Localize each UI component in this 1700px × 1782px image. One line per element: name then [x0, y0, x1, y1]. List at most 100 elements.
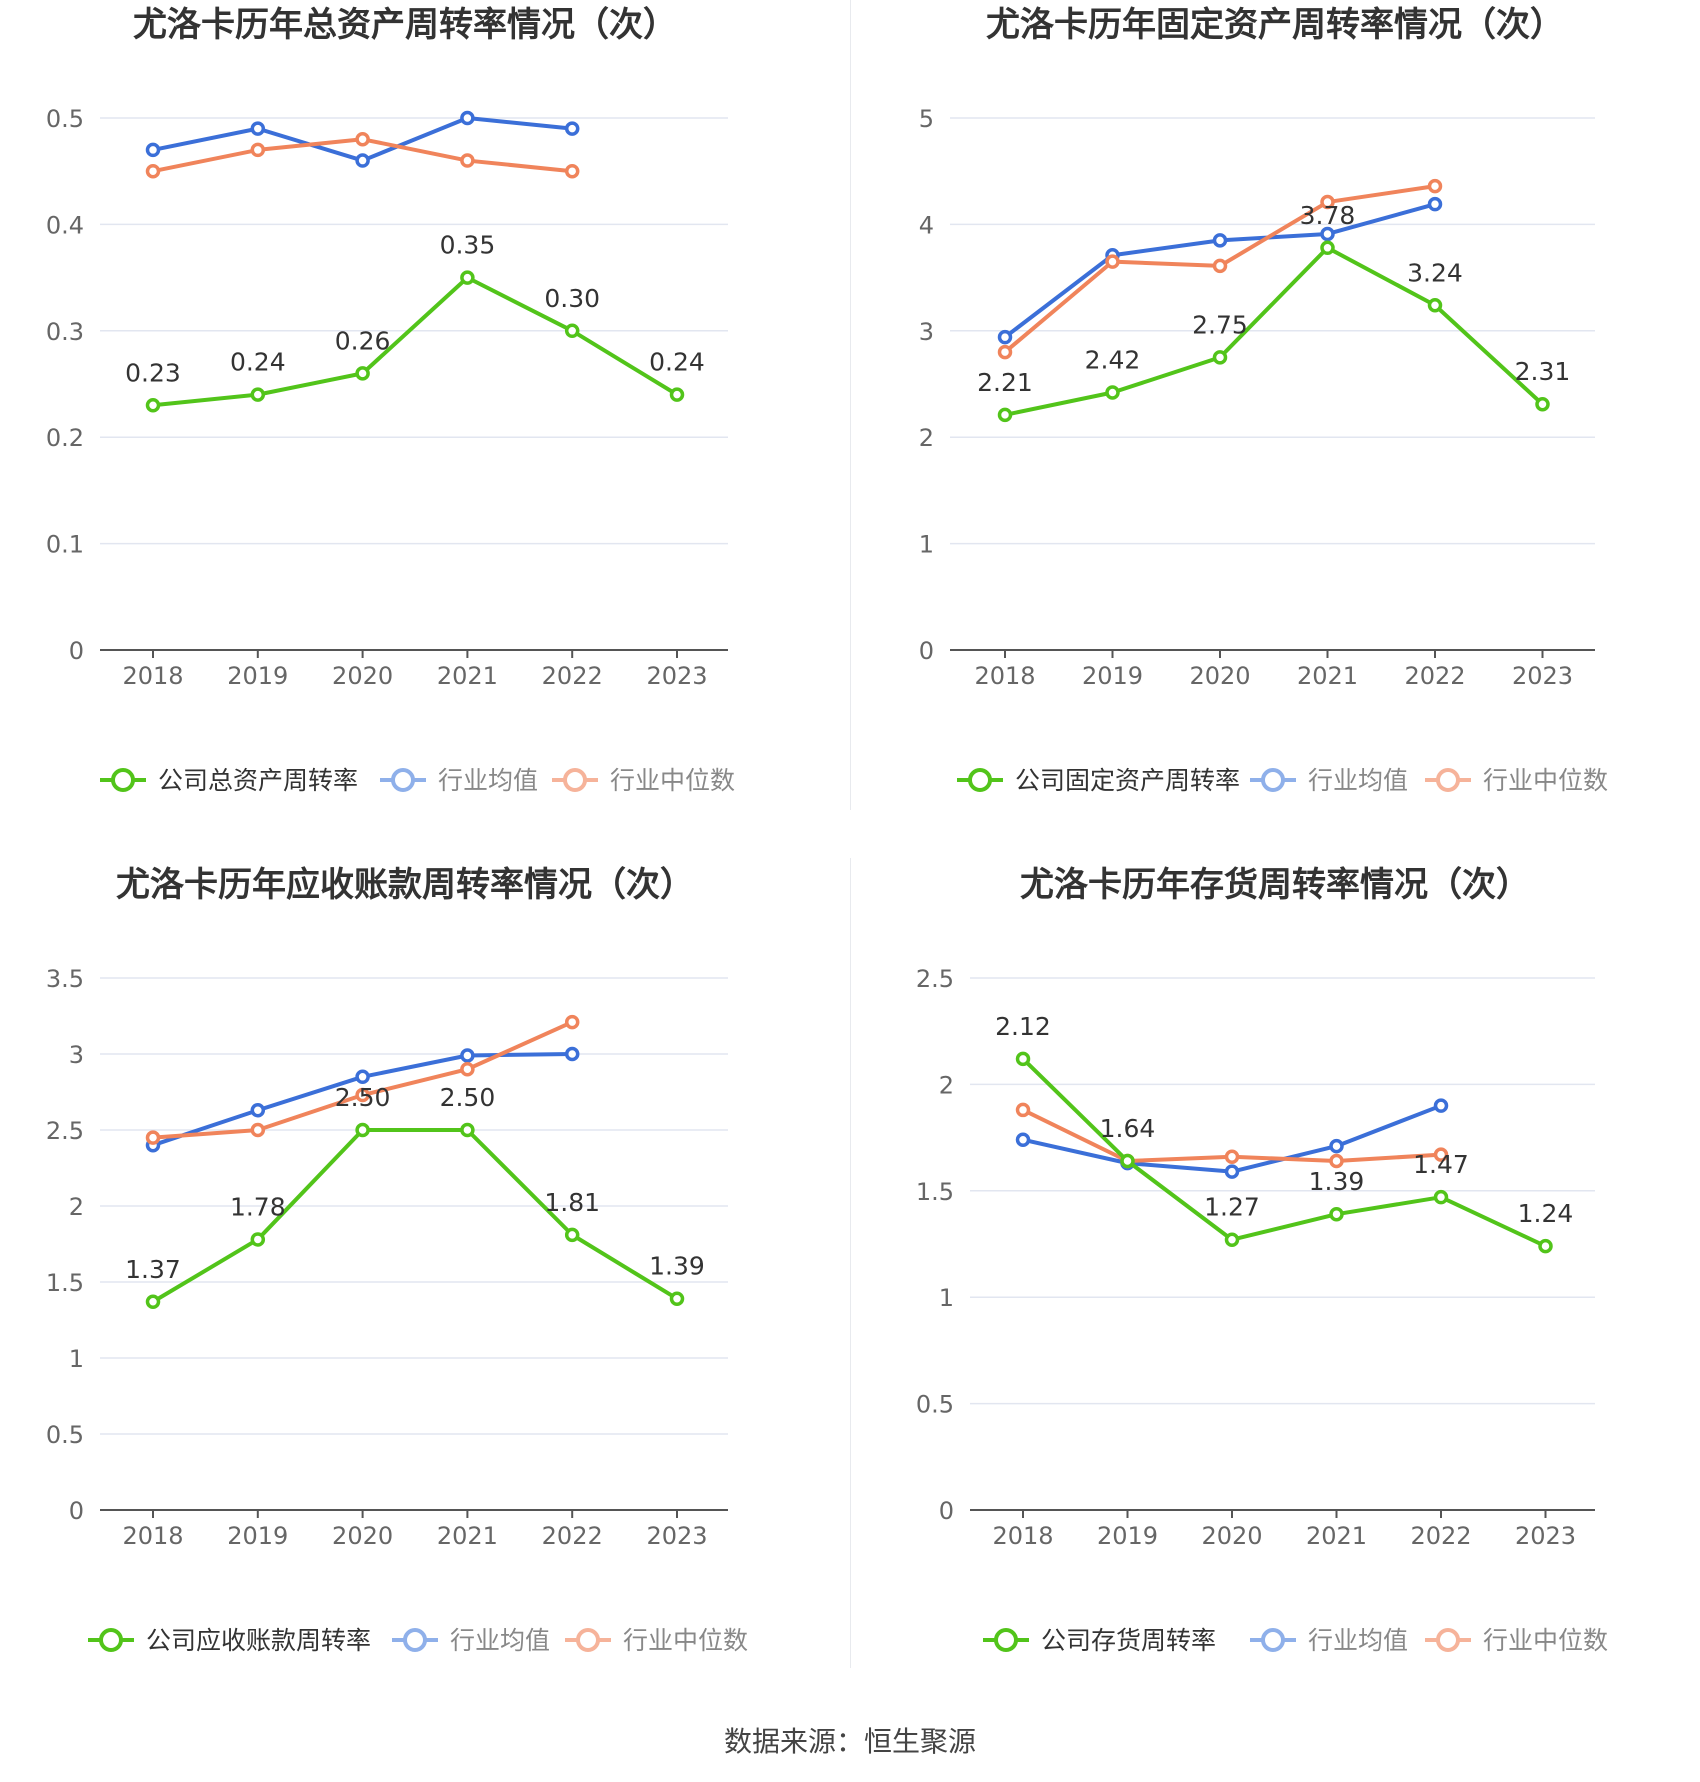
data-label: 2.31 — [1515, 357, 1571, 386]
data-point — [1212, 350, 1228, 365]
data-point — [355, 1087, 370, 1103]
x-tick-label: 2023 — [1512, 662, 1573, 690]
legend-label: 行业均值 — [1308, 766, 1408, 795]
chart-fixed-asset-turnover: 尤洛卡历年固定资产周转率情况（次） 0 1 2 3 4 5 2018 2019 2020 2021 2… — [919, 5, 1608, 795]
data-point — [1212, 258, 1228, 274]
y-tick-label: 1 — [69, 1345, 84, 1373]
x-tick-label: 2021 — [1297, 662, 1358, 690]
data-point — [1105, 385, 1120, 400]
data-point — [1329, 1206, 1344, 1222]
data-point — [564, 163, 580, 179]
data-label: 1.27 — [1204, 1193, 1260, 1222]
data-point — [1427, 298, 1443, 313]
legend-label: 公司总资产周转率 — [158, 766, 358, 795]
chart-title: 尤洛卡历年应收账款周转率情况（次） — [116, 865, 694, 905]
data-label: 1.78 — [230, 1192, 286, 1221]
data-point — [1212, 233, 1228, 248]
data-point — [1105, 254, 1120, 269]
data-label: 2.50 — [440, 1083, 496, 1112]
series-line-0 — [1021, 1057, 1547, 1248]
data-point — [145, 1294, 161, 1310]
data-point — [1015, 1102, 1031, 1118]
series-line-0 — [152, 275, 679, 408]
data-point — [145, 163, 161, 179]
x-tick-label: 2018 — [122, 1522, 183, 1550]
data-label: 2.75 — [1192, 310, 1248, 339]
legend-swatch-marker — [1436, 1628, 1460, 1652]
data-point — [564, 1014, 580, 1030]
data-label: 0.35 — [440, 231, 496, 260]
data-point — [1224, 1232, 1240, 1247]
x-tick-label: 2020 — [1189, 662, 1250, 690]
data-label: 3.24 — [1407, 258, 1463, 287]
y-tick-label: 3.5 — [46, 965, 84, 993]
y-tick-label: 0 — [919, 637, 934, 665]
y-tick-label: 2.5 — [46, 1117, 84, 1145]
x-tick-label: 2021 — [437, 662, 498, 690]
data-point — [1320, 194, 1335, 210]
legend-label: 行业中位数 — [610, 766, 735, 795]
data-point — [355, 153, 370, 168]
y-tick-label: 0 — [939, 1497, 954, 1525]
chart-title: 尤洛卡历年总资产周转率情况（次） — [133, 5, 677, 45]
data-point — [1433, 1098, 1449, 1113]
data-point — [997, 407, 1013, 423]
data-point — [250, 1122, 266, 1138]
y-tick-label: 3 — [919, 318, 934, 346]
vertical-divider-top — [850, 0, 851, 810]
legend-swatch-marker — [1436, 768, 1460, 792]
data-point — [355, 1122, 370, 1138]
y-tick-label: 2 — [69, 1193, 84, 1221]
x-tick-label: 2022 — [542, 1522, 603, 1550]
y-tick-label: 0.4 — [46, 211, 84, 239]
data-point — [355, 366, 370, 381]
x-tick-label: 2019 — [227, 662, 288, 690]
chart-total-asset-turnover: 尤洛卡历年总资产周转率情况（次） 0 0.1 0.2 0.3 0.4 0.5 2018 2019… — [46, 5, 735, 795]
chart-title: 尤洛卡历年固定资产周转率情况（次） — [986, 5, 1564, 45]
data-point — [1224, 1164, 1240, 1179]
y-tick-label: 1 — [919, 531, 934, 559]
legend-label: 行业均值 — [450, 1626, 550, 1655]
data-point — [460, 270, 475, 285]
data-point — [145, 142, 161, 158]
data-point — [1535, 396, 1550, 412]
data-point — [250, 1232, 266, 1247]
data-point — [460, 110, 475, 126]
y-tick-label: 0 — [69, 1497, 84, 1525]
x-tick-label: 2019 — [1097, 1522, 1158, 1550]
x-tick-label: 2020 — [1201, 1522, 1262, 1550]
data-label: 3.78 — [1300, 201, 1356, 230]
data-label: 2.21 — [977, 368, 1033, 397]
x-tick-label: 2019 — [1082, 662, 1143, 690]
data-label: 0.23 — [125, 358, 181, 387]
data-point — [1427, 196, 1443, 212]
data-point — [460, 1122, 475, 1138]
data-point — [460, 1048, 475, 1063]
data-label: 1.64 — [1100, 1114, 1156, 1143]
vertical-divider-bottom — [850, 858, 851, 1668]
data-label: 1.39 — [1309, 1167, 1365, 1196]
legend-label: 行业均值 — [1308, 1626, 1408, 1655]
legend-label: 公司存货周转率 — [1041, 1626, 1216, 1655]
x-tick-label: 2020 — [332, 662, 393, 690]
data-point — [1329, 1153, 1344, 1169]
data-point — [997, 344, 1013, 360]
data-label: 2.12 — [995, 1012, 1051, 1041]
y-tick-label: 0.5 — [916, 1391, 954, 1419]
legend-label: 行业中位数 — [623, 1626, 748, 1655]
data-point — [564, 1227, 580, 1243]
x-tick-label: 2022 — [1404, 662, 1465, 690]
y-tick-label: 1 — [939, 1284, 954, 1312]
data-label: 1.37 — [125, 1255, 181, 1284]
data-label: 0.30 — [544, 284, 600, 313]
data-point — [1015, 1051, 1031, 1067]
data-point — [564, 121, 580, 136]
x-tick-label: 2022 — [1410, 1522, 1471, 1550]
y-tick-label: 0.2 — [46, 424, 84, 452]
data-point — [145, 398, 161, 413]
data-point — [564, 1046, 580, 1062]
data-label: 2.42 — [1085, 346, 1141, 375]
data-point — [1329, 1138, 1344, 1154]
y-tick-label: 0 — [69, 637, 84, 665]
data-point — [1120, 1153, 1135, 1169]
